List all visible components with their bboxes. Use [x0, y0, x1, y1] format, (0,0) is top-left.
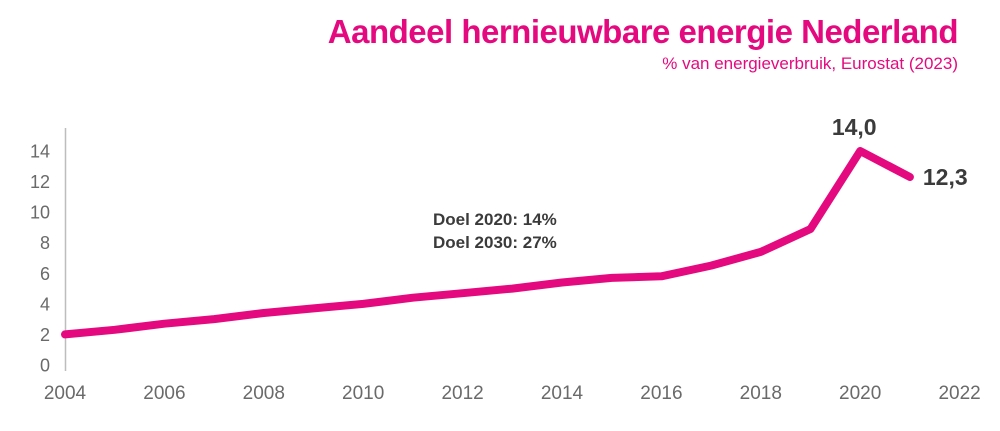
y-axis-tick-label: 8 [40, 233, 50, 253]
x-axis-tick-label: 2016 [640, 383, 682, 404]
x-axis-tick-label: 2004 [44, 383, 87, 404]
target-annotation: Doel 2020: 14% Doel 2030: 27% [433, 208, 557, 254]
chart-title: Aandeel hernieuwbare energie Nederland [327, 13, 959, 50]
y-axis-tick-label: 6 [40, 264, 50, 284]
y-axis-tick-label: 0 [40, 356, 50, 376]
y-axis-tick-label: 2 [40, 325, 50, 345]
data-point-label: 12,3 [923, 164, 968, 190]
x-axis-tick-label: 2012 [441, 383, 483, 404]
x-axis-tick-label: 2008 [243, 383, 285, 404]
annotation-line-doel-2030: Doel 2030: 27% [433, 233, 557, 252]
y-axis-tick-label: 14 [30, 142, 50, 162]
y-axis-tick-label: 4 [40, 294, 50, 314]
data-point-label: 14,0 [832, 114, 877, 140]
x-axis-tick-label: 2020 [839, 383, 881, 404]
chart-subtitle: % van energieverbruik, Eurostat (2023) [662, 54, 958, 74]
annotation-line-doel-2020: Doel 2020: 14% [433, 210, 557, 229]
chart-header: Aandeel hernieuwbare energie Nederland %… [327, 13, 959, 74]
x-axis-tick-label: 2006 [143, 383, 185, 404]
x-axis-tick-label: 2018 [740, 383, 782, 404]
x-axis-tick-label: 2010 [342, 383, 384, 404]
x-axis-tick-label: 2014 [541, 383, 584, 404]
y-axis-tick-label: 12 [30, 172, 50, 192]
data-line [61, 147, 914, 339]
x-axis-tick-label: 2022 [938, 383, 980, 404]
y-axis-tick-label: 10 [30, 203, 50, 223]
